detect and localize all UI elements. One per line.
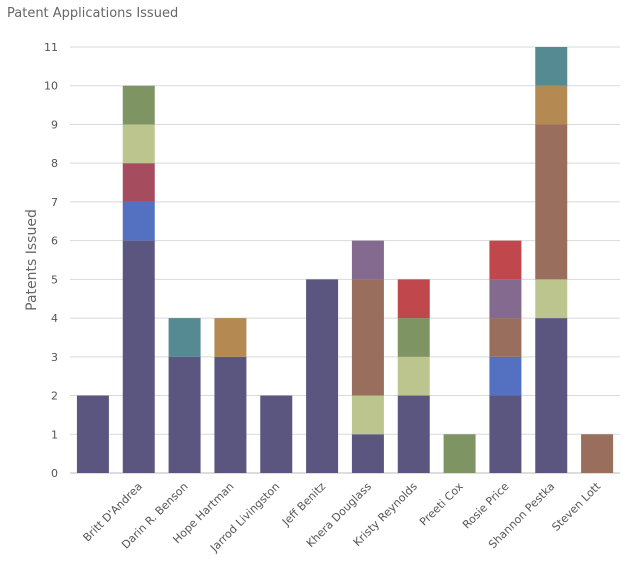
bar-segment [351,279,384,396]
bar-segment [489,279,522,319]
bar-segment [397,279,430,319]
bar-segment [168,356,201,473]
chart-title: Patent Applications Issued [7,6,178,21]
bar-segment [535,85,568,125]
x-tick-label: Steven Lott [549,479,603,533]
bar-segment [443,434,476,473]
bar-segment [535,318,568,473]
bar-segment [535,124,568,280]
y-tick-label: 3 [51,351,58,364]
y-axis-title: Patents Issued [24,209,40,311]
y-tick-label: 0 [51,467,58,480]
bar-segment [122,240,155,473]
bar-segment [535,279,568,319]
y-tick-label: 2 [51,390,58,403]
bar-segment [76,395,109,473]
bar-segment [351,240,384,280]
bar-segment [489,240,522,280]
bar-segment [351,434,384,473]
bar-segment [489,356,522,396]
x-tick-label: Jeff Benitz [279,480,328,529]
bar-segment [489,318,522,357]
bar-segment [351,395,384,435]
bar-segment [397,356,430,396]
bar-segment [489,395,522,473]
bar-segment [122,163,155,202]
y-tick-label: 7 [51,196,58,209]
y-tick-label: 6 [51,235,58,248]
x-tick-label: Preeti Cox [417,480,466,529]
bar-segment [122,124,155,164]
bar-segment [397,395,430,473]
bar-segment [535,47,568,86]
bar-segment [168,318,201,357]
bar-segment [260,395,293,473]
y-tick-label: 11 [44,41,58,54]
y-tick-label: 10 [44,80,58,93]
bar-segment [397,318,430,357]
y-tick-label: 1 [51,428,58,441]
bar-segment [214,356,247,473]
y-tick-label: 4 [51,312,58,325]
bar-segment [581,434,614,473]
y-tick-label: 9 [51,118,58,131]
bar-segment [122,201,155,241]
bar-segment [306,279,339,473]
y-tick-label: 5 [51,273,58,286]
y-tick-label: 8 [51,157,58,170]
bar-segment [214,318,247,357]
bar-segment [122,85,155,125]
